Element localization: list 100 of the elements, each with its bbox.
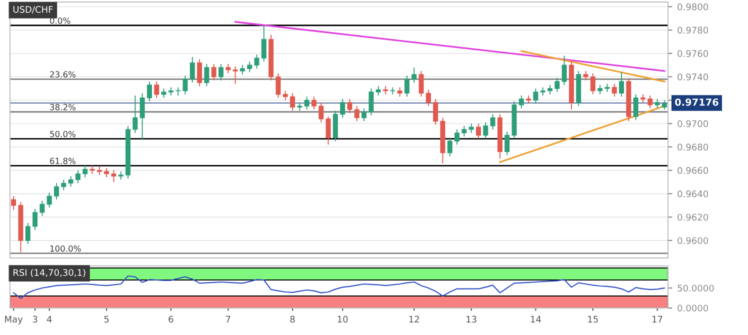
- candlestick: [368, 88, 374, 116]
- candlestick: [54, 182, 59, 200]
- x-tick-label: 7: [226, 316, 230, 322]
- x-tick-label: 8: [290, 316, 295, 323]
- chart-title: RSI (14,70,30,1): [14, 268, 86, 277]
- candlestick: [648, 95, 653, 109]
- annotation: 0.0%: [50, 17, 70, 24]
- candlestick: [447, 137, 452, 157]
- x-tick-label: 10: [338, 316, 348, 323]
- x-tick-label: 6: [168, 316, 174, 323]
- candlestick: [468, 123, 474, 134]
- candlestick: [82, 165, 88, 178]
- x-tick-label: 4: [46, 316, 52, 322]
- candlestick: [46, 192, 52, 208]
- line-series: [13, 275, 665, 299]
- candlestick: [504, 131, 510, 156]
- y-tick-label: 0.9680: [678, 144, 708, 151]
- candlestick: [598, 84, 603, 95]
- candlestick: [32, 208, 38, 230]
- candlestick: [140, 92, 145, 140]
- y-tick-label: 50.0000: [678, 284, 714, 292]
- annotation: 23.6%: [50, 71, 76, 78]
- candlestick: [554, 77, 560, 92]
- candlestick: [397, 86, 402, 98]
- candlestick: [483, 122, 488, 140]
- x-tick-label: 14: [530, 316, 541, 322]
- candlestick: [462, 125, 467, 137]
- x-tick-label: 5: [104, 316, 109, 323]
- candlestick: [232, 66, 238, 84]
- y-tick-label: 0.9620: [678, 214, 708, 221]
- candlestick: [247, 61, 252, 73]
- candlestick: [276, 72, 281, 98]
- y-tick-label: 0.9640: [678, 190, 708, 198]
- candlestick: [190, 56, 195, 84]
- candlestick: [182, 75, 188, 95]
- candlestick: [354, 106, 360, 122]
- candlestick: [204, 63, 210, 87]
- candlestick: [261, 24, 266, 62]
- chart-title: USD/CHF: [13, 6, 53, 14]
- y-tick-label: 0.9780: [678, 26, 708, 34]
- candlestick: [161, 88, 166, 98]
- y-tick-label: 0.9700: [678, 120, 708, 128]
- y-tick-label: 0.9660: [678, 167, 708, 174]
- candlestick: [132, 95, 138, 134]
- y-tick-label: 0.9600: [678, 237, 708, 244]
- candlestick: [612, 83, 617, 98]
- candlestick: [332, 110, 338, 142]
- x-tick-label: May: [5, 316, 23, 324]
- candlestick: [75, 170, 80, 184]
- candlestick: [476, 123, 481, 140]
- candlestick: [282, 90, 288, 101]
- candlestick: [226, 63, 231, 74]
- candlestick: [433, 98, 438, 126]
- x-tick-label: 15: [588, 316, 598, 323]
- candlestick: [104, 168, 110, 178]
- candlestick: [362, 108, 367, 122]
- candlestick: [654, 98, 660, 109]
- candlestick: [633, 94, 638, 121]
- candlestick: [347, 98, 352, 114]
- candlestick: [454, 128, 460, 146]
- candlestick: [240, 64, 245, 75]
- candlestick: [490, 114, 496, 130]
- annotation: 61.8%: [50, 158, 76, 164]
- x-tick-label: 12: [409, 316, 419, 322]
- candlestick: [518, 95, 524, 109]
- candlestick: [404, 75, 410, 98]
- candlestick: [311, 96, 316, 110]
- candlestick: [40, 200, 45, 216]
- candlestick: [547, 84, 552, 95]
- x-tick-label: 3: [32, 316, 38, 323]
- candlestick: [619, 72, 624, 98]
- candlestick: [340, 98, 346, 118]
- candlestick: [533, 88, 538, 104]
- candlestick: [290, 92, 296, 112]
- candlestick: [590, 72, 596, 95]
- candlestick: [304, 96, 310, 110]
- candlestick: [583, 70, 588, 81]
- candlestick: [11, 196, 16, 211]
- annotation: 100.0%: [50, 245, 81, 252]
- ref-line-label: 0.97176: [675, 98, 718, 106]
- x-tick-label: 17: [652, 316, 662, 322]
- y-tick-label: 0.9800: [678, 3, 708, 10]
- y-tick-label: 0.9740: [678, 74, 708, 80]
- candlestick: [61, 179, 66, 191]
- y-tick-label: 0.9760: [678, 50, 708, 57]
- candlestick: [197, 58, 202, 87]
- candlestick: [25, 222, 30, 244]
- candlestick: [154, 81, 160, 98]
- candlestick: [562, 55, 567, 86]
- candlestick: [218, 63, 224, 81]
- candlestick: [318, 102, 324, 123]
- annotation: 38.2%: [50, 104, 76, 110]
- candlestick: [412, 66, 417, 84]
- candlestick: [111, 170, 116, 183]
- candlestick: [68, 176, 74, 188]
- annotation: 50.0%: [50, 130, 76, 138]
- x-tick-label: 13: [466, 316, 476, 323]
- y-tick-label: 0.0000: [678, 304, 708, 312]
- candlestick: [376, 86, 381, 96]
- candlestick: [211, 63, 216, 81]
